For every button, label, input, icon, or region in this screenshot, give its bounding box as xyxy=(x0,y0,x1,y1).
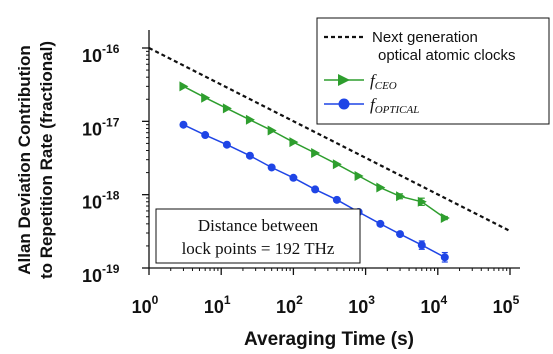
series-fceo-point xyxy=(417,196,427,207)
y-tick-base: 10 xyxy=(82,193,102,213)
x-tick-base: 10 xyxy=(493,297,513,317)
y-tick-base: 10 xyxy=(82,46,102,66)
x-tick-base: 10 xyxy=(204,297,224,317)
x-tick-exponent: 5 xyxy=(513,293,520,307)
x-tick-base: 10 xyxy=(132,297,152,317)
series-fceo-point xyxy=(354,170,364,181)
series-fceo-point xyxy=(332,159,342,170)
annotation-border xyxy=(155,208,361,264)
legend-label-foptical-f: f xyxy=(370,95,377,114)
series-fceo-point xyxy=(440,213,450,224)
legend: Next generation optical atomic clocks fC… xyxy=(316,17,550,125)
x-tick-label-1: 101 xyxy=(204,293,231,317)
series-foptical-point xyxy=(440,253,449,262)
y-axis-title-line2: to Repetition Rate (fractional) xyxy=(37,41,56,279)
y-tick-label-3: 10-16 xyxy=(82,42,120,66)
y-tick-label-2: 10-17 xyxy=(82,115,120,139)
series-foptical-point xyxy=(289,173,298,182)
legend-label-fceo-f: f xyxy=(370,71,377,90)
series-foptical-point xyxy=(376,219,385,228)
x-tick-label-3: 103 xyxy=(348,293,375,317)
y-tick-exponent: -16 xyxy=(102,42,120,56)
x-tick-exponent: 2 xyxy=(296,293,303,307)
x-tick-base: 10 xyxy=(420,297,440,317)
y-tick-exponent: -17 xyxy=(102,115,120,129)
series-fceo-point xyxy=(396,191,406,202)
series-fceo-point xyxy=(245,114,255,125)
y-tick-label-0: 10-19 xyxy=(82,262,120,286)
annotation-line1: Distance between xyxy=(198,216,319,235)
x-tick-exponent: 0 xyxy=(152,293,159,307)
series-fceo-point xyxy=(376,182,386,193)
annotation-line2: lock points = 192 THz xyxy=(182,239,335,258)
legend-label-foptical-sub: OPTICAL xyxy=(375,104,420,116)
series-foptical-point xyxy=(222,140,231,149)
y-tick-label-1: 10-18 xyxy=(82,189,120,213)
y-axis-title-line1: Allan Deviation Contribution xyxy=(15,45,34,275)
legend-label-next-generation-line2: optical atomic clocks xyxy=(378,47,516,64)
series-foptical-point xyxy=(417,241,426,250)
x-tick-exponent: 4 xyxy=(440,293,447,307)
y-tick-base: 10 xyxy=(82,119,102,139)
legend-label-next-generation: Next generation xyxy=(372,29,478,46)
series-foptical-point xyxy=(245,151,254,160)
x-tick-label-5: 105 xyxy=(493,293,520,317)
series-foptical-point xyxy=(396,230,405,239)
x-tick-label-0: 100 xyxy=(132,293,159,317)
annotation-box: Distance between lock points = 192 THz xyxy=(155,208,361,264)
legend-label-fceo-sub: CEO xyxy=(375,80,397,92)
series-foptical-point xyxy=(201,131,210,140)
series-fceo-point xyxy=(201,92,211,103)
legend-label-foptical: fOPTICAL xyxy=(370,95,419,116)
series-fceo-point xyxy=(267,125,277,136)
y-tick-base: 10 xyxy=(82,266,102,286)
series-fceo-point xyxy=(311,147,321,158)
x-tick-exponent: 1 xyxy=(224,293,231,307)
series-foptical-point xyxy=(311,185,320,194)
x-tick-base: 10 xyxy=(348,297,368,317)
legend-box xyxy=(316,17,550,125)
x-tick-label-4: 104 xyxy=(420,293,447,317)
y-tick-exponent: -18 xyxy=(102,189,120,203)
legend-swatch-foptical-circle xyxy=(338,98,350,110)
y-tick-exponent: -19 xyxy=(102,262,120,276)
series-foptical-point xyxy=(267,163,276,172)
series-fceo-point xyxy=(179,81,189,92)
x-tick-exponent: 3 xyxy=(368,293,375,307)
legend-label-fceo: fCEO xyxy=(370,71,397,92)
series-fceo-point xyxy=(289,137,299,148)
x-axis-title: Averaging Time (s) xyxy=(244,329,414,350)
x-tick-base: 10 xyxy=(276,297,296,317)
series-next-generation-line xyxy=(148,47,511,232)
series-foptical-point xyxy=(179,120,188,129)
x-tick-label-2: 102 xyxy=(276,293,303,317)
series-foptical-point xyxy=(332,195,341,204)
series-fceo-point xyxy=(222,103,232,114)
legend-swatch-fceo-triangle xyxy=(338,74,350,86)
